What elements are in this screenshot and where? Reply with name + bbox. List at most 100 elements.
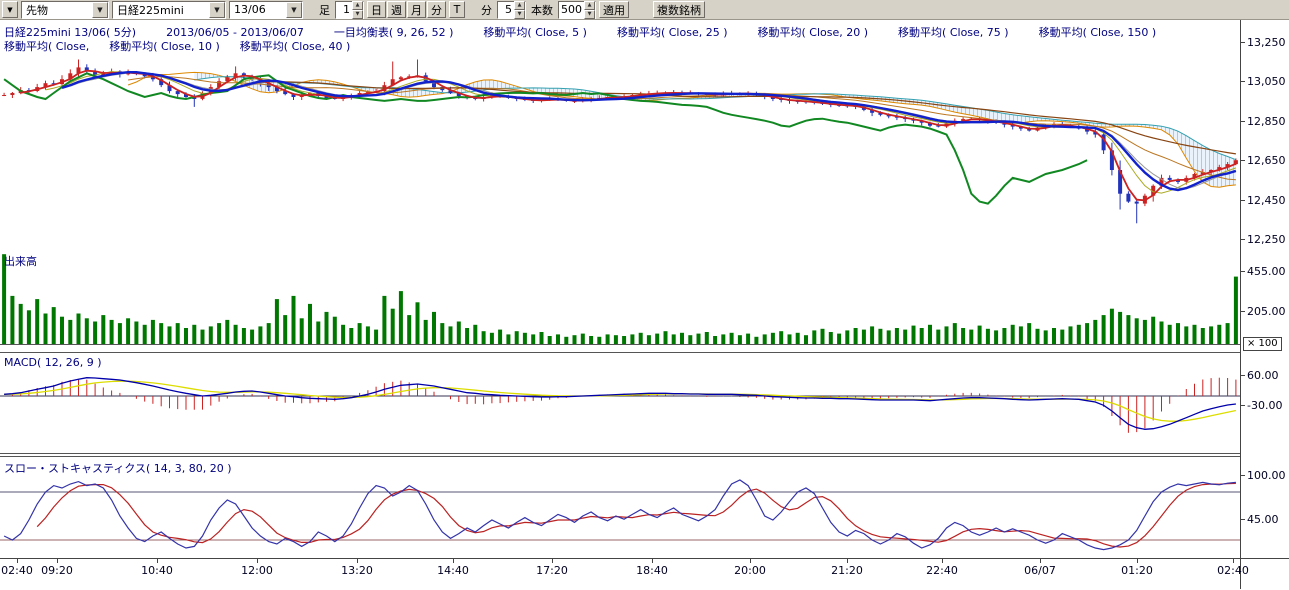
price-axis-label: 12,450 xyxy=(1247,194,1286,207)
stoch-axis-label: 100.00 xyxy=(1247,469,1286,482)
apply-button[interactable]: 適用 xyxy=(599,1,629,18)
price-chart[interactable] xyxy=(0,20,1240,251)
macd-axis-label: -30.00 xyxy=(1247,399,1282,412)
t-button[interactable]: T xyxy=(449,1,465,18)
axis-tick-mark xyxy=(1241,160,1245,161)
axis-tick-mark xyxy=(1241,200,1245,201)
volume-axis-label: 455.00 xyxy=(1247,265,1286,278)
axis-tick-mark xyxy=(453,559,454,563)
time-axis-label: 02:40 xyxy=(1,564,33,577)
time-axis-label: 17:20 xyxy=(536,564,568,577)
legend-item: 移動平均( Close, 5 ) xyxy=(483,26,587,39)
price-axis-label: 13,250 xyxy=(1247,36,1286,49)
legend-item: 移動平均( Close, 10 ) xyxy=(109,40,220,53)
chart-application: ▼ 先物 ▼ 日経225mini ▼ 13/06 ▼ 足 1 ▲▼ 日週月分 T… xyxy=(0,0,1289,589)
axis-tick-mark xyxy=(357,559,358,563)
legend-item: 移動平均( Close, 75 ) xyxy=(898,26,1009,39)
volume-axis-label: 205.00 xyxy=(1247,305,1286,318)
axis-tick-mark xyxy=(1040,559,1041,563)
axis-tick-mark xyxy=(1241,311,1245,312)
left-dropdown-button[interactable]: ▼ xyxy=(2,1,18,18)
toolbar: ▼ 先物 ▼ 日経225mini ▼ 13/06 ▼ 足 1 ▲▼ 日週月分 T… xyxy=(0,0,1289,20)
legend-item: 2013/06/05 - 2013/06/07 xyxy=(166,26,304,39)
macd-axis-label: 60.00 xyxy=(1247,369,1279,382)
axis-tick-mark xyxy=(942,559,943,563)
multi-symbol-button[interactable]: 複数銘柄 xyxy=(653,1,705,18)
spinner-arrows-icon[interactable]: ▲▼ xyxy=(514,1,525,19)
legend-item: 日経225mini 13/06( 5分) xyxy=(4,26,136,39)
bar-interval-spinner[interactable]: 1 ▲▼ xyxy=(335,1,364,19)
price-axis-label: 12,650 xyxy=(1247,154,1286,167)
contract-month-combo[interactable]: 13/06 ▼ xyxy=(229,1,303,19)
market-combo[interactable]: 先物 ▼ xyxy=(21,1,109,19)
price-axis-label: 12,250 xyxy=(1247,233,1286,246)
axis-tick-mark xyxy=(157,559,158,563)
time-axis: 02:4009:2010:4012:0013:2014:4017:2018:40… xyxy=(0,558,1289,590)
bar-interval-value: 1 xyxy=(336,3,352,16)
chart-legend-line2: 移動平均( Close, 移動平均( Close, 10 ) 移動平均( Close… xyxy=(4,40,1234,53)
axis-tick-mark xyxy=(1241,405,1245,406)
legend-item: 移動平均( Close, 20 ) xyxy=(758,26,869,39)
time-axis-label: 18:40 xyxy=(636,564,668,577)
time-axis-label: 12:00 xyxy=(241,564,273,577)
period-button-week[interactable]: 週 xyxy=(387,1,406,18)
legend-item: 移動平均( Close, 25 ) xyxy=(617,26,728,39)
macd-chart[interactable] xyxy=(0,352,1240,454)
axis-tick-mark xyxy=(1241,42,1245,43)
chevron-down-icon[interactable]: ▼ xyxy=(209,2,225,18)
axis-tick-mark xyxy=(847,559,848,563)
minute-value: 5 xyxy=(498,3,514,16)
bar-count-label: 本数 xyxy=(529,2,555,18)
period-button-month[interactable]: 月 xyxy=(407,1,426,18)
chevron-down-icon[interactable]: ▼ xyxy=(92,2,108,18)
period-button-day[interactable]: 日 xyxy=(367,1,386,18)
time-axis-label: 22:40 xyxy=(926,564,958,577)
axis-tick-mark xyxy=(1241,519,1245,520)
chart-legend-line1: 日経225mini 13/06( 5分) 2013/06/05 - 2013/06… xyxy=(4,26,1234,39)
symbol-combo-value: 日経225mini xyxy=(113,2,209,18)
spinner-arrows-icon[interactable]: ▲▼ xyxy=(584,1,595,19)
time-axis-label: 02:40 xyxy=(1217,564,1249,577)
price-axis-label: 12,850 xyxy=(1247,115,1286,128)
axis-tick-mark xyxy=(1137,559,1138,563)
legend-item: 移動平均( Close, xyxy=(4,40,89,53)
stochastics-panel-label: スロー・ストキャスティクス( 14, 3, 80, 20 ) xyxy=(4,460,232,476)
symbol-combo[interactable]: 日経225mini ▼ xyxy=(112,1,226,19)
minute-label: 分 xyxy=(479,2,494,18)
bar-count-value: 500 xyxy=(559,3,584,16)
axis-tick-mark xyxy=(750,559,751,563)
time-axis-label: 21:20 xyxy=(831,564,863,577)
market-combo-value: 先物 xyxy=(22,2,92,18)
spinner-arrows-icon[interactable]: ▲▼ xyxy=(352,1,363,19)
bar-count-spinner[interactable]: 500 ▲▼ xyxy=(558,1,596,19)
axis-tick-mark xyxy=(1241,239,1245,240)
legend-item: 移動平均( Close, 40 ) xyxy=(240,40,351,53)
legend-item: 移動平均( Close, 150 ) xyxy=(1039,26,1157,39)
chevron-down-icon[interactable]: ▼ xyxy=(286,2,302,18)
time-axis-label: 20:00 xyxy=(734,564,766,577)
volume-panel-label: 出来高 xyxy=(4,253,37,269)
stoch-axis-label: 45.00 xyxy=(1247,513,1279,526)
minute-spinner[interactable]: 5 ▲▼ xyxy=(497,1,526,19)
volume-multiplier-badge: × 100 xyxy=(1243,337,1282,351)
time-axis-label: 14:40 xyxy=(437,564,469,577)
axis-tick-mark xyxy=(552,559,553,563)
axis-tick-mark xyxy=(1241,271,1245,272)
axis-tick-mark xyxy=(57,559,58,563)
axis-tick-mark xyxy=(1241,375,1245,376)
time-axis-label: 06/07 xyxy=(1024,564,1056,577)
axis-tick-mark xyxy=(1241,121,1245,122)
price-axis-label: 13,050 xyxy=(1247,75,1286,88)
chart-area: 日経225mini 13/06( 5分) 2013/06/05 - 2013/06… xyxy=(0,20,1289,589)
axis-tick-mark xyxy=(1233,559,1234,563)
volume-chart[interactable] xyxy=(0,250,1240,345)
time-axis-label: 10:40 xyxy=(141,564,173,577)
legend-item: 一目均衡表( 9, 26, 52 ) xyxy=(334,26,454,39)
axis-tick-mark xyxy=(17,559,18,563)
axis-tick-mark xyxy=(652,559,653,563)
axis-tick-mark xyxy=(257,559,258,563)
period-button-minute[interactable]: 分 xyxy=(427,1,446,18)
axis-tick-mark xyxy=(1241,475,1245,476)
macd-panel-label: MACD( 12, 26, 9 ) xyxy=(4,356,102,369)
bar-label: 足 xyxy=(317,2,332,18)
